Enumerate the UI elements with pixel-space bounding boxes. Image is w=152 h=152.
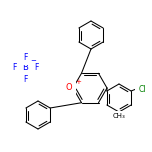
Text: F: F xyxy=(34,64,38,73)
Text: Cl: Cl xyxy=(139,85,147,93)
Text: +: + xyxy=(75,79,81,85)
Text: F: F xyxy=(12,64,16,73)
Text: −: − xyxy=(30,58,36,64)
Text: CH₃: CH₃ xyxy=(113,113,125,119)
Text: F: F xyxy=(23,74,27,83)
Text: F: F xyxy=(23,52,27,62)
Text: B: B xyxy=(22,64,28,73)
Text: O: O xyxy=(65,83,72,93)
